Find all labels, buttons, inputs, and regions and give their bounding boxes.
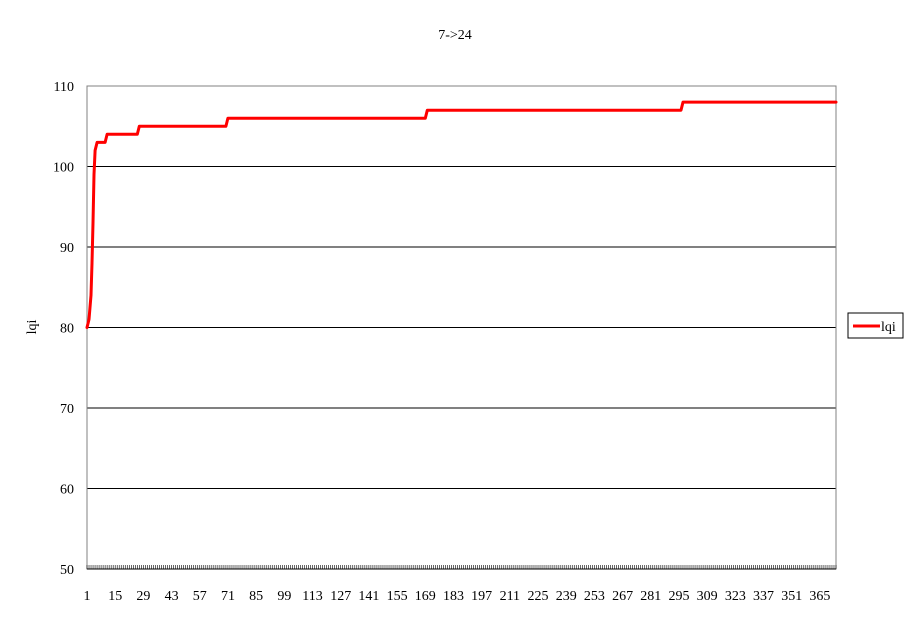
- y-tick-label: 80: [60, 322, 74, 337]
- y-tick-label: 70: [60, 402, 74, 417]
- x-tick-labels: 1 15 29 43 57 71 85 99 113 127 141 155 169 183 197 211 2…: [84, 589, 831, 604]
- x-tick-label: 309: [697, 589, 718, 604]
- x-tick-label: 99: [277, 589, 291, 604]
- x-tick-label: 351: [781, 589, 802, 604]
- x-tick-label: 127: [330, 589, 351, 604]
- series-line-lqi: [85, 100, 838, 329]
- x-tick-label: 183: [443, 589, 464, 604]
- x-tick-label: 85: [249, 589, 263, 604]
- x-tick-label: 337: [753, 589, 774, 604]
- x-tick-label: 295: [668, 589, 689, 604]
- x-tick-label: 211: [500, 589, 520, 604]
- x-tick-label: 323: [725, 589, 746, 604]
- x-tick-label: 43: [165, 589, 179, 604]
- y-tick-label: 110: [54, 80, 74, 95]
- x-tick-label: 1: [84, 589, 91, 604]
- chart-title: 7->24: [438, 28, 472, 43]
- x-tick-label: 71: [221, 589, 235, 604]
- x-tick-label: 197: [471, 589, 492, 604]
- x-minor-ticks: [86, 565, 837, 569]
- x-tick-label: 155: [387, 589, 408, 604]
- x-axis: [86, 565, 837, 570]
- y-tick-label: 50: [60, 563, 74, 578]
- x-tick-label: 267: [612, 589, 633, 604]
- x-tick-label: 141: [358, 589, 379, 604]
- x-tick-label: 15: [108, 589, 122, 604]
- legend-label: lqi: [881, 320, 896, 335]
- x-tick-label: 57: [193, 589, 207, 604]
- y-axis-label: lqi: [25, 320, 40, 335]
- x-tick-label: 281: [640, 589, 661, 604]
- x-tick-label: 253: [584, 589, 605, 604]
- x-tick-label: 225: [528, 589, 549, 604]
- y-tick-label: 90: [60, 241, 74, 256]
- legend: lqi: [847, 312, 904, 339]
- series-lqi: [85, 100, 838, 329]
- y-tick-label: 100: [53, 161, 74, 176]
- y-tick-label: 60: [60, 483, 74, 498]
- gridlines: [87, 166, 836, 489]
- x-tick-label: 239: [556, 589, 577, 604]
- y-tick-labels: 50 60 70 80 90 100 110: [53, 80, 74, 578]
- x-tick-label: 29: [136, 589, 150, 604]
- x-tick-label: 169: [415, 589, 436, 604]
- x-tick-label: 365: [809, 589, 830, 604]
- x-tick-label: 113: [302, 589, 322, 604]
